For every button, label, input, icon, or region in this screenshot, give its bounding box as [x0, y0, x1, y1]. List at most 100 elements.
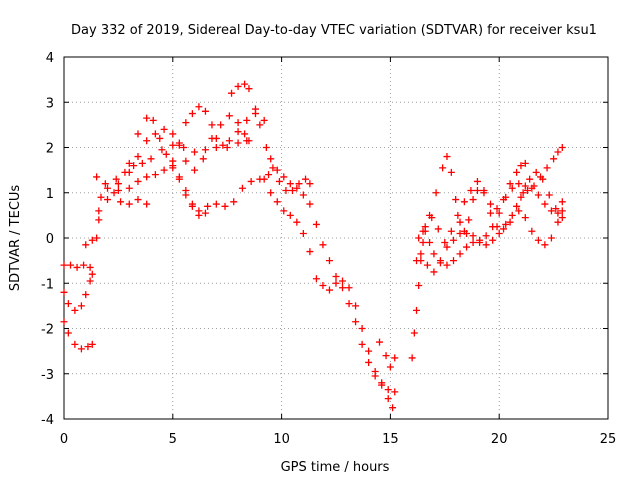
data-point [230, 198, 238, 206]
data-point [182, 191, 190, 199]
data-point [523, 186, 531, 194]
data-point [71, 340, 79, 348]
data-point [419, 227, 427, 235]
data-point [456, 218, 464, 226]
data-point [541, 200, 549, 208]
data-point [101, 180, 109, 188]
data-point [384, 386, 392, 394]
data-point [67, 261, 75, 269]
data-point [493, 205, 501, 213]
data-point [430, 250, 438, 258]
data-point [158, 146, 166, 154]
x-tick-label: 25 [600, 432, 617, 447]
data-point [234, 128, 242, 136]
data-point [201, 146, 209, 154]
data-point [545, 191, 553, 199]
y-tick-label: 0 [46, 232, 54, 247]
data-point [558, 198, 566, 206]
data-point [267, 155, 275, 163]
data-point [267, 189, 275, 197]
data-point [430, 268, 438, 276]
data-point [506, 218, 514, 226]
data-point [447, 227, 455, 235]
series-track-r [517, 144, 566, 201]
data-point [234, 119, 242, 127]
x-axis: 0 5 10 15 20 25 [60, 57, 616, 447]
data-point [502, 220, 510, 228]
data-point [376, 338, 384, 346]
series-track-j [228, 80, 314, 194]
y-tick-label: -2 [41, 323, 54, 338]
data-point [500, 196, 508, 204]
data-point [489, 236, 497, 244]
series-track-a [60, 261, 94, 271]
y-tick-label: -4 [41, 413, 54, 428]
data-point [493, 223, 501, 231]
data-point [134, 196, 142, 204]
data-point [339, 284, 347, 292]
data-point [473, 186, 481, 194]
data-point [534, 191, 542, 199]
data-point [482, 232, 490, 240]
data-point [482, 241, 490, 249]
data-point [95, 216, 103, 224]
data-point [134, 153, 142, 161]
data-point [517, 193, 525, 201]
data-point [175, 173, 183, 181]
data-point [554, 209, 562, 217]
data-point [436, 257, 444, 265]
data-point [473, 177, 481, 185]
data-point [450, 236, 458, 244]
data-point [302, 175, 310, 183]
data-point [345, 284, 353, 292]
data-point [143, 114, 151, 122]
data-point [180, 144, 188, 151]
data-point [191, 148, 199, 156]
data-point [515, 180, 523, 188]
data-point [423, 261, 431, 269]
data-point [134, 177, 142, 185]
data-point [306, 200, 314, 208]
data-point [332, 279, 340, 287]
data-point [506, 180, 514, 188]
series-track-m [376, 338, 399, 371]
series-track-n [408, 180, 566, 362]
x-tick-label: 15 [382, 432, 399, 447]
x-tick-label: 20 [491, 432, 508, 447]
data-point [554, 148, 562, 156]
data-point [169, 157, 177, 165]
data-point [265, 171, 273, 179]
data-point [467, 186, 475, 194]
data-point [143, 173, 151, 181]
data-point [426, 239, 434, 247]
data-point [156, 134, 164, 142]
data-point [228, 89, 236, 97]
data-point [212, 134, 220, 142]
data-point [243, 116, 251, 124]
data-point [138, 159, 146, 167]
data-point [195, 211, 203, 219]
data-point [428, 214, 436, 222]
data-point [513, 168, 521, 176]
data-point [143, 137, 151, 145]
data-point [97, 193, 105, 201]
series-track-p [415, 168, 566, 247]
data-point [358, 325, 366, 332]
data-point [125, 200, 133, 208]
data-point [151, 130, 159, 138]
data-point [84, 343, 92, 351]
x-tick-label: 10 [273, 432, 290, 447]
data-point [299, 229, 307, 237]
data-point [391, 354, 399, 362]
data-point [114, 186, 122, 194]
data-point [443, 261, 451, 269]
data-point [299, 191, 307, 199]
data-point [460, 198, 468, 206]
data-point [456, 229, 464, 237]
data-point [93, 234, 101, 242]
data-point [419, 239, 427, 247]
data-point [421, 223, 429, 231]
data-point [456, 250, 464, 258]
data-point [528, 227, 536, 235]
data-point [288, 186, 296, 194]
